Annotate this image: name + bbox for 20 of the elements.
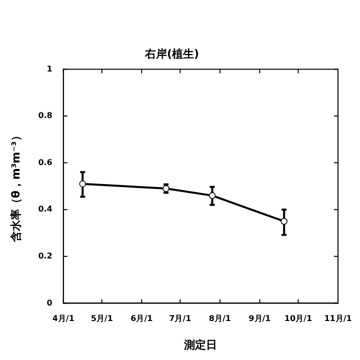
- y-tick-label: 0: [46, 298, 53, 308]
- y-tick-label: 1: [46, 64, 53, 74]
- x-tick-label: 9月/1: [248, 314, 272, 324]
- point: [79, 180, 86, 188]
- point: [280, 218, 288, 225]
- x-tick-label: 7月/1: [169, 314, 192, 324]
- y-axis-title: 含水率（θ，m³m⁻³）: [9, 130, 22, 244]
- y-tick-label: 0.4: [38, 204, 53, 214]
- x-axis-title: 測定日: [183, 338, 218, 352]
- y-tick-label: 0.2: [38, 251, 52, 260]
- x-tick-label: 10月/1: [284, 314, 312, 324]
- y-tick-label: 0.8: [38, 111, 53, 120]
- chart-title: 右岸(植生): [144, 47, 200, 60]
- y-tick-label: 0.6: [38, 158, 53, 167]
- x-tick-label: 6月/1: [130, 314, 154, 324]
- x-tick-label: 8月/1: [208, 314, 232, 324]
- x-tick-label: 11月/1: [324, 314, 352, 324]
- x-tick-label: 4月/1: [52, 314, 75, 324]
- x-tick-label: 5月/1: [90, 314, 114, 324]
- point: [208, 192, 216, 199]
